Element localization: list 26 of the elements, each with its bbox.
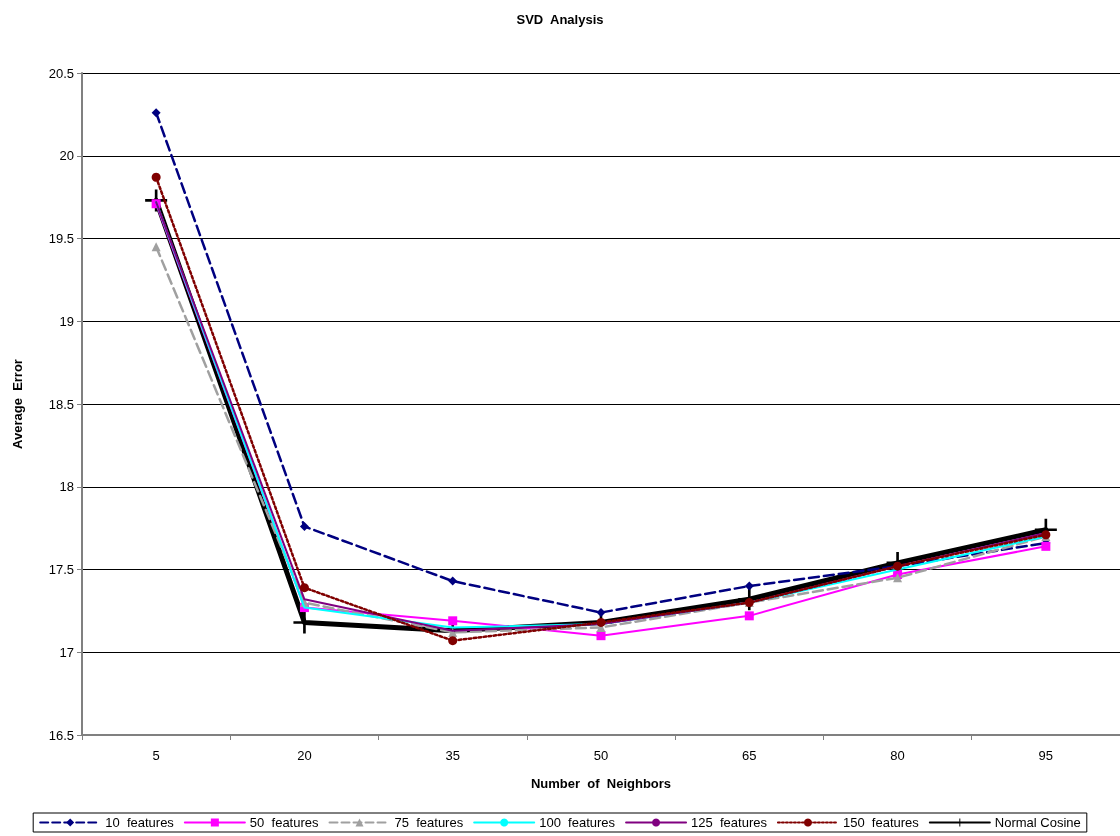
y-tick-label: 17.5 (48, 562, 74, 577)
y-tick-label: 18 (59, 479, 74, 495)
legend-label: 75 features (394, 815, 464, 830)
y-tick-label: 19 (59, 313, 74, 329)
y-tick-label: 18.5 (48, 396, 74, 412)
legend-label: 50 features (249, 815, 320, 830)
legend-label: 10 features (105, 815, 175, 830)
legend-label: 100 features (539, 815, 616, 830)
y-tick-label: 20.5 (48, 65, 74, 81)
legend-label: Normal Cosine (994, 815, 1081, 830)
x-tick-label: 65 (742, 748, 757, 763)
legend-label: 125 features (691, 815, 768, 830)
x-tick-label: 50 (593, 748, 609, 763)
x-tick-label: 95 (1038, 748, 1054, 763)
y-axis-title: Average Error (10, 359, 25, 449)
x-tick-label: 5 (152, 748, 160, 763)
y-tick-label: 16.5 (48, 727, 74, 743)
x-tick-label: 80 (890, 748, 905, 763)
y-tick-label: 19.5 (48, 231, 74, 246)
legend-label: 150 features (842, 815, 920, 830)
y-tick-label: 20 (59, 148, 74, 164)
x-tick-label: 20 (297, 748, 312, 763)
chart-title: SVD Analysis (516, 12, 604, 27)
y-tick-label: 17 (59, 644, 74, 660)
x-axis-title: Number of Neighbors (530, 776, 672, 791)
x-tick-label: 35 (445, 748, 460, 763)
